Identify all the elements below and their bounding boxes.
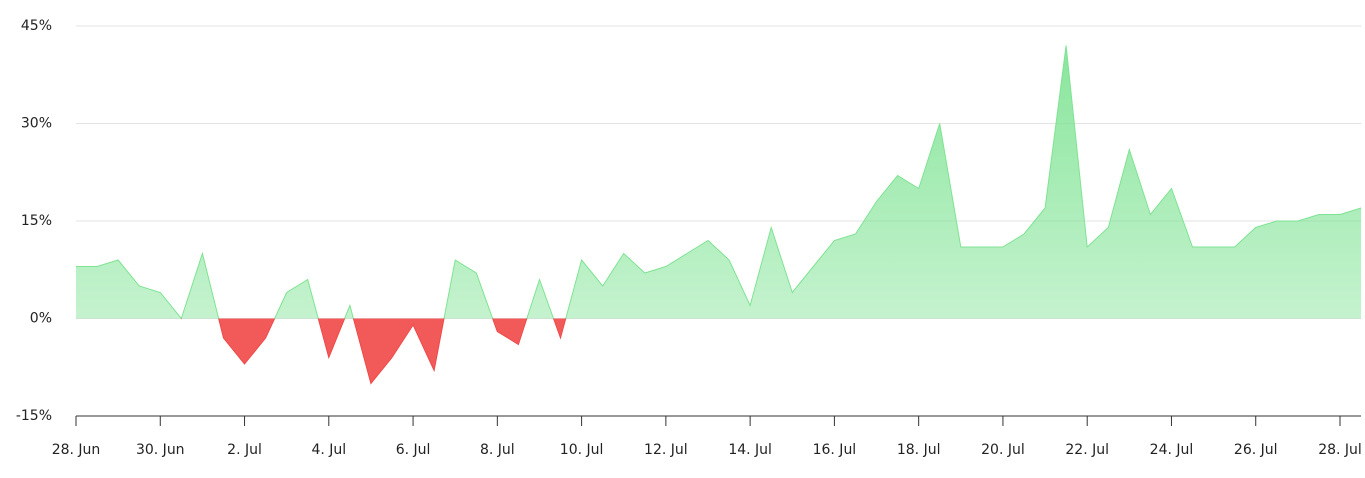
x-tick-label: 26. Jul [1234, 442, 1278, 458]
x-tick-label: 12. Jul [644, 442, 688, 458]
x-tick-label: 24. Jul [1150, 442, 1194, 458]
x-tick-label: 22. Jul [1065, 442, 1109, 458]
y-tick-label: -15% [16, 408, 52, 424]
y-tick-label: 30% [21, 116, 52, 132]
y-tick-label: 0% [30, 311, 52, 327]
x-tick-label: 18. Jul [897, 442, 941, 458]
x-tick-label: 14. Jul [728, 442, 772, 458]
area-line [76, 45, 1362, 385]
x-tick-label: 4. Jul [311, 442, 346, 458]
x-tick-label: 10. Jul [560, 442, 604, 458]
x-tick-label: 30. Jun [136, 442, 185, 458]
x-tick-label: 8. Jul [480, 442, 515, 458]
x-tick-label: 20. Jul [981, 442, 1025, 458]
y-tick-label: 15% [21, 213, 52, 229]
y-tick-label: 45% [21, 18, 52, 34]
x-tick-label: 6. Jul [396, 442, 431, 458]
x-tick-label: 28. Jun [52, 442, 101, 458]
area [76, 45, 1362, 384]
x-tick-label: 2. Jul [227, 442, 262, 458]
x-tick-label: 28. Jul [1318, 442, 1362, 458]
x-tick-label: 16. Jul [813, 442, 857, 458]
